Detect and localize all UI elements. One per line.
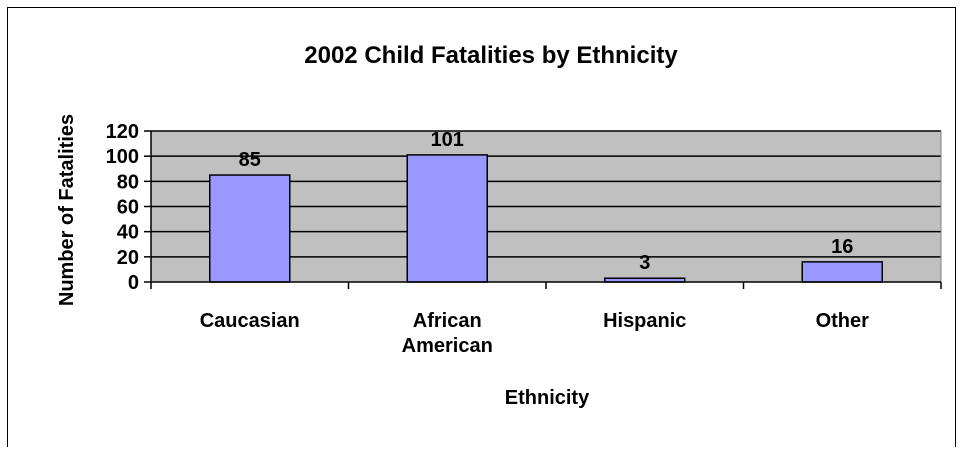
y-tick-label-60: 60 <box>117 197 139 219</box>
data-label-3: 16 <box>831 236 853 258</box>
y-tick-label-120: 120 <box>106 121 139 143</box>
y-tick-label-0: 0 <box>128 272 139 294</box>
axes <box>144 130 942 289</box>
bar-0 <box>209 174 291 283</box>
x-axis-title: Ethnicity <box>505 387 590 409</box>
bar-3 <box>801 261 883 283</box>
bar-chart: 2002 Child Fatalities by Ethnicity 0 20 40… <box>56 42 942 409</box>
data-label-0: 85 <box>239 149 261 171</box>
category-label-1-line-0: African <box>413 310 482 332</box>
category-label-3: Other <box>816 310 870 332</box>
y-tick-label-20: 20 <box>117 247 139 269</box>
y-tick-labels: 0 20 40 60 80 100 120 <box>106 121 139 294</box>
chart-title: 2002 Child Fatalities by Ethnicity <box>304 42 678 69</box>
category-label-0: Caucasian <box>200 310 300 332</box>
data-label-2: 3 <box>639 252 650 274</box>
category-label-2: Hispanic <box>603 310 686 332</box>
chart-frame: 2002 Child Fatalities by Ethnicity 0 20 40… <box>7 7 956 447</box>
y-tick-label-40: 40 <box>117 222 139 244</box>
category-labels: Caucasian African American Hispanic Other <box>200 310 869 357</box>
data-labels: 85 101 3 16 <box>239 129 854 274</box>
bars <box>209 154 883 283</box>
y-tick-label-80: 80 <box>117 171 139 193</box>
category-label-1-line-1: American <box>402 335 493 357</box>
y-tick-label-100: 100 <box>106 146 139 168</box>
bar-1 <box>406 154 488 283</box>
data-label-1: 101 <box>431 129 464 151</box>
y-axis-title: Number of Fatalities <box>56 114 78 306</box>
